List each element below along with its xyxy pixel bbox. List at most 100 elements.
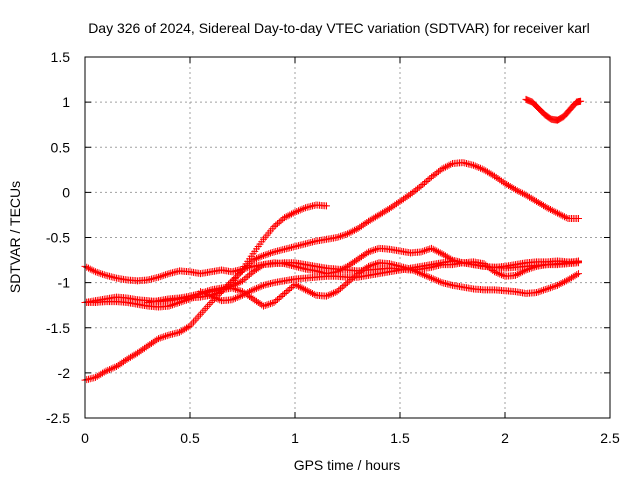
- y-tick-label: -2.5: [46, 410, 70, 426]
- data-point-marker: [239, 277, 246, 285]
- data-point-marker: [426, 175, 434, 183]
- data-point-marker: [557, 211, 565, 219]
- data-point-marker: [351, 226, 358, 234]
- data-point-marker: [284, 286, 292, 294]
- data-point-marker: [333, 288, 341, 296]
- data-point-marker: [515, 270, 523, 278]
- data-point-marker: [281, 289, 288, 297]
- data-point-marker: [260, 302, 267, 310]
- data-point-marker: [279, 291, 287, 299]
- data-point-marker: [445, 161, 453, 169]
- data-point-marker: [249, 286, 257, 294]
- data-point-marker: [575, 270, 582, 278]
- data-point-marker: [242, 274, 250, 282]
- data-point-marker: [550, 283, 558, 291]
- data-point-marker: [421, 271, 428, 279]
- data-point-marker: [163, 270, 171, 278]
- plot-frame: [84, 56, 611, 419]
- data-point-marker: [338, 265, 346, 273]
- data-point-marker: [438, 165, 446, 173]
- data-point-marker: [156, 273, 164, 281]
- data-point-marker: [366, 262, 374, 270]
- data-point-marker: [422, 178, 430, 186]
- data-point-marker: [212, 294, 220, 302]
- y-tick-label: -1: [58, 275, 71, 291]
- data-point-marker: [547, 284, 554, 292]
- data-point-marker: [435, 248, 442, 256]
- data-point-marker: [473, 163, 481, 171]
- data-point-marker: [207, 298, 215, 306]
- data-point-marker: [230, 295, 238, 303]
- data-point-marker: [247, 287, 255, 295]
- data-point-marker: [575, 259, 582, 267]
- data-point-marker: [153, 336, 161, 344]
- data-point-marker: [323, 202, 330, 210]
- data-point-marker: [310, 290, 318, 298]
- data-point-marker: [513, 271, 521, 279]
- data-point-marker: [365, 262, 372, 270]
- chart-title: Day 326 of 2024, Sidereal Day-to-day VTE…: [88, 20, 590, 36]
- data-point-marker: [424, 273, 432, 281]
- data-point-marker: [324, 291, 332, 299]
- data-point-marker: [419, 247, 427, 255]
- data-point-marker: [498, 271, 505, 279]
- y-tick-label: -1.5: [46, 320, 70, 336]
- data-point-marker: [573, 271, 581, 279]
- data-point-marker: [239, 291, 246, 299]
- data-point-marker: [263, 250, 271, 258]
- data-point-marker: [240, 290, 248, 298]
- data-point-marker: [337, 266, 344, 274]
- data-point-marker: [366, 247, 374, 255]
- data-point-marker: [533, 289, 540, 297]
- data-point-marker: [100, 271, 108, 279]
- data-point-marker: [169, 301, 176, 309]
- data-point-marker: [300, 285, 308, 293]
- y-tick-label: 0.5: [51, 139, 71, 155]
- data-point-marker: [475, 164, 483, 172]
- data-point-marker: [552, 282, 560, 290]
- data-point-marker: [232, 294, 239, 302]
- data-point-marker: [545, 284, 553, 292]
- data-point-marker: [214, 295, 222, 303]
- data-point-marker: [342, 230, 350, 238]
- data-point-marker: [349, 227, 357, 235]
- data-point-marker: [552, 208, 560, 216]
- data-point-marker: [421, 179, 428, 187]
- data-point-marker: [274, 295, 281, 303]
- data-point-marker: [286, 285, 294, 293]
- data-point-marker: [202, 290, 210, 298]
- data-point-marker: [426, 273, 434, 281]
- series-sat-g: [522, 95, 585, 124]
- data-point-marker: [372, 260, 379, 268]
- data-point-marker: [555, 210, 563, 218]
- data-point-marker: [253, 255, 260, 263]
- data-point-marker: [368, 261, 376, 269]
- data-point-marker: [443, 162, 451, 170]
- data-point-marker: [562, 214, 570, 222]
- data-point-marker: [429, 245, 437, 253]
- data-point-marker: [302, 286, 309, 294]
- data-point-marker: [95, 269, 103, 277]
- data-point-marker: [363, 249, 371, 257]
- data-point-marker: [85, 264, 92, 272]
- data-point-marker: [470, 161, 477, 169]
- data-point-marker: [436, 278, 444, 286]
- data-point-marker: [251, 285, 259, 293]
- data-point-marker: [347, 228, 355, 236]
- data-point-marker: [547, 206, 554, 214]
- y-tick-label: 1: [62, 94, 70, 110]
- data-point-marker: [368, 247, 376, 255]
- data-point-marker: [102, 367, 110, 375]
- data-point-marker: [274, 220, 281, 228]
- data-point-marker: [419, 270, 427, 278]
- data-point-marker: [207, 292, 215, 300]
- data-point-marker: [370, 261, 378, 269]
- data-point-marker: [422, 272, 430, 280]
- data-point-marker: [333, 234, 341, 241]
- data-point-marker: [155, 335, 162, 343]
- data-point-marker: [97, 270, 105, 278]
- data-point-marker: [363, 264, 371, 272]
- data-point-marker: [265, 250, 273, 258]
- data-point-marker: [291, 208, 299, 216]
- data-point-marker: [209, 293, 217, 301]
